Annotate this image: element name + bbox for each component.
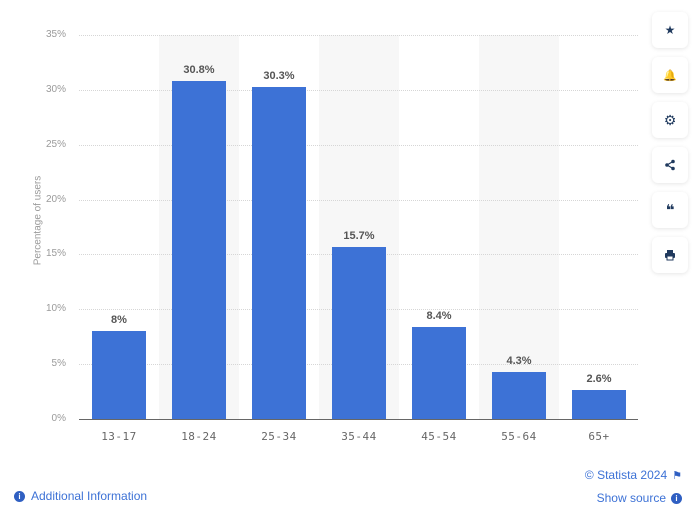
- x-tick-label: 45-54: [421, 430, 457, 443]
- bar-value-label: 2.6%: [586, 373, 612, 385]
- x-tick-label: 13-17: [101, 430, 137, 443]
- share-icon[interactable]: [652, 147, 688, 183]
- show-source-label: Show source: [596, 491, 666, 505]
- bar[interactable]: [172, 81, 226, 419]
- bar-value-label: 30.8%: [183, 64, 215, 76]
- gear-icon[interactable]: ⚙: [652, 102, 688, 138]
- copyright-text: © Statista 2024: [584, 468, 668, 482]
- bar-value-label: 8.4%: [426, 310, 452, 322]
- y-tick: 35%: [45, 29, 66, 40]
- x-axis-line: [79, 419, 638, 420]
- bar[interactable]: [332, 247, 386, 419]
- bar-value-label: 15.7%: [343, 230, 375, 242]
- bar[interactable]: [92, 331, 146, 419]
- bar-value-label: 4.3%: [506, 355, 532, 367]
- info-icon: i: [14, 490, 25, 502]
- additional-information-label: Additional Information: [31, 489, 148, 503]
- y-tick: 20%: [45, 194, 66, 205]
- flag-icon[interactable]: ⚑: [672, 469, 682, 482]
- y-tick: 30%: [45, 84, 66, 95]
- additional-information-link[interactable]: i Additional Information: [14, 489, 147, 503]
- bar-value-label: 8%: [111, 314, 127, 326]
- y-tick: 0%: [51, 413, 66, 424]
- x-tick-label: 65+: [588, 430, 610, 443]
- y-tick: 25%: [45, 139, 66, 150]
- print-icon-glyph: [665, 250, 675, 261]
- bar[interactable]: [412, 327, 466, 419]
- gridline: [79, 200, 638, 201]
- show-source-link[interactable]: Show source i: [597, 491, 682, 505]
- copyright: © Statista 2024 ⚑: [585, 468, 682, 482]
- quote-icon[interactable]: ❝: [652, 192, 688, 228]
- bar[interactable]: [252, 87, 306, 419]
- y-tick: 5%: [51, 358, 66, 369]
- x-tick-label: 18-24: [181, 430, 217, 443]
- star-icon[interactable]: ★: [652, 12, 688, 48]
- info-icon: i: [671, 492, 682, 504]
- gridline: [79, 35, 638, 36]
- share-icon-glyph: [665, 159, 675, 171]
- bar[interactable]: [572, 390, 626, 419]
- print-icon[interactable]: [652, 237, 688, 273]
- x-tick-label: 25-34: [261, 430, 297, 443]
- chart-toolbar: ★ 🔔 ⚙ ❝: [652, 12, 688, 282]
- y-tick: 10%: [45, 303, 66, 314]
- band: [479, 35, 559, 419]
- gridline: [79, 145, 638, 146]
- bell-icon[interactable]: 🔔: [652, 57, 688, 93]
- bar[interactable]: [492, 372, 546, 419]
- y-tick: 15%: [45, 248, 66, 259]
- x-tick-label: 35-44: [341, 430, 377, 443]
- gridline: [79, 90, 638, 91]
- bar-value-label: 30.3%: [263, 70, 295, 82]
- y-axis-label: Percentage of users: [32, 175, 44, 266]
- x-tick-label: 55-64: [501, 430, 537, 443]
